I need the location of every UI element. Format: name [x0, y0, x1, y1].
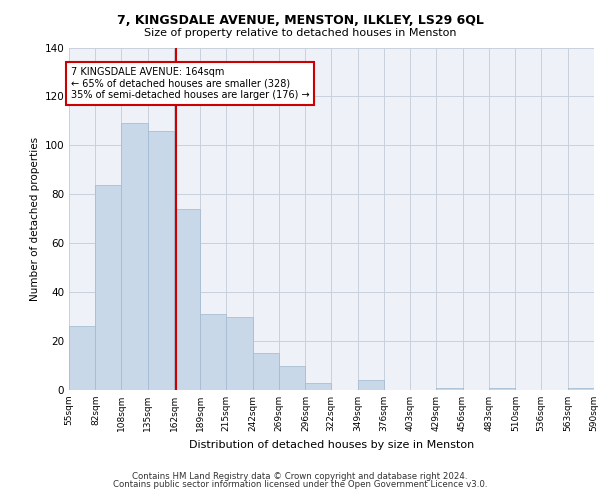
Bar — [253, 354, 279, 390]
Bar — [279, 366, 305, 390]
Bar — [69, 326, 95, 390]
Y-axis label: Number of detached properties: Number of detached properties — [30, 136, 40, 301]
Text: Size of property relative to detached houses in Menston: Size of property relative to detached ho… — [144, 28, 456, 38]
Bar — [305, 382, 331, 390]
Text: Contains public sector information licensed under the Open Government Licence v3: Contains public sector information licen… — [113, 480, 487, 489]
Bar — [174, 209, 200, 390]
Bar — [436, 388, 463, 390]
Bar — [95, 184, 121, 390]
Text: 7 KINGSDALE AVENUE: 164sqm
← 65% of detached houses are smaller (328)
35% of sem: 7 KINGSDALE AVENUE: 164sqm ← 65% of deta… — [71, 67, 310, 100]
Bar — [121, 124, 148, 390]
Text: Contains HM Land Registry data © Crown copyright and database right 2024.: Contains HM Land Registry data © Crown c… — [132, 472, 468, 481]
Bar — [489, 388, 515, 390]
Bar — [200, 314, 226, 390]
Bar — [148, 130, 174, 390]
Bar — [568, 388, 594, 390]
Bar — [226, 316, 253, 390]
Bar — [358, 380, 384, 390]
X-axis label: Distribution of detached houses by size in Menston: Distribution of detached houses by size … — [189, 440, 474, 450]
Text: 7, KINGSDALE AVENUE, MENSTON, ILKLEY, LS29 6QL: 7, KINGSDALE AVENUE, MENSTON, ILKLEY, LS… — [116, 14, 484, 27]
